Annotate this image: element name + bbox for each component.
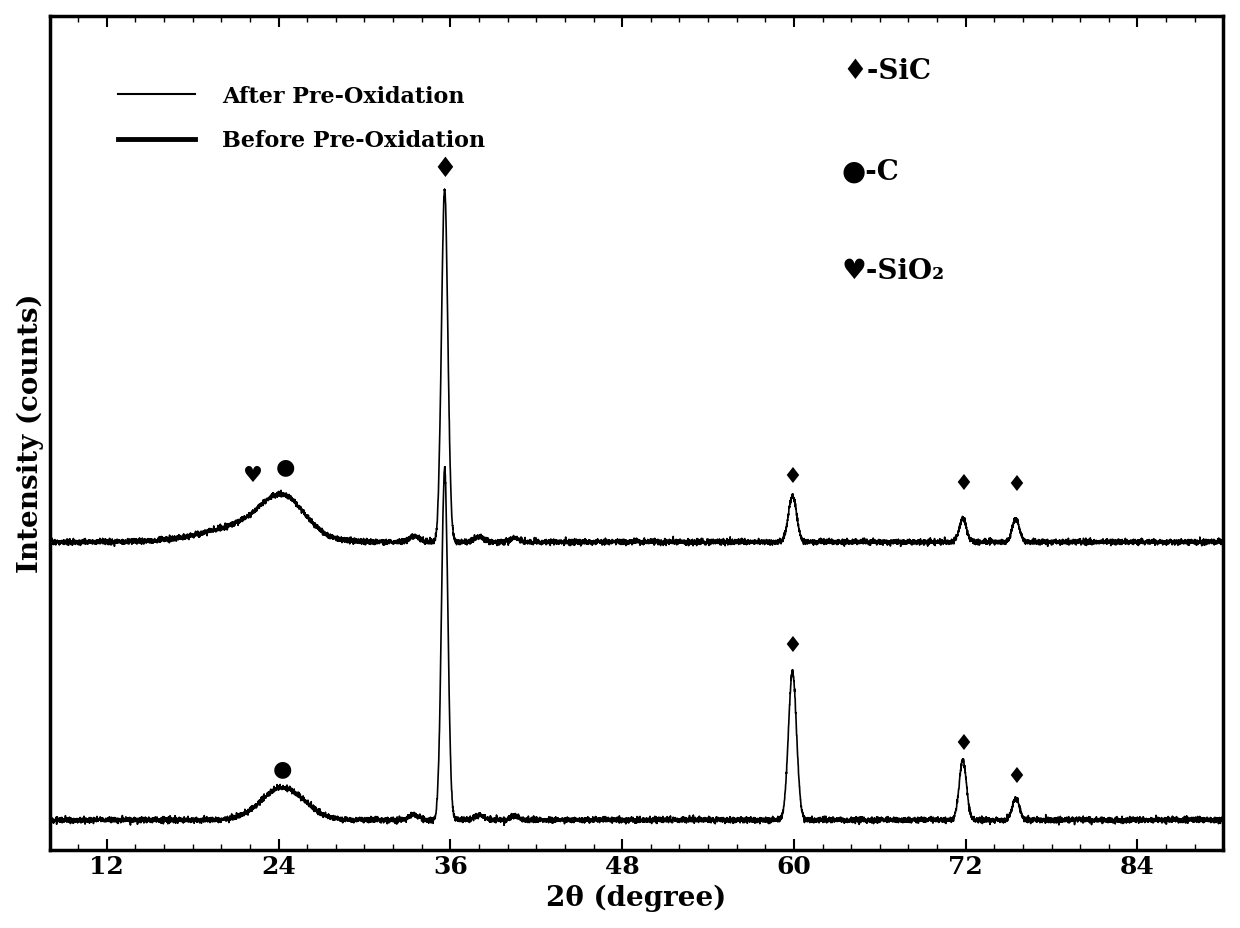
Text: ♦: ♦ <box>952 732 973 754</box>
Text: ♦: ♦ <box>782 466 802 488</box>
Text: ♦: ♦ <box>1006 473 1025 496</box>
Text: ♦: ♦ <box>952 472 973 495</box>
Text: ♦: ♦ <box>782 634 802 656</box>
X-axis label: 2θ (degree): 2θ (degree) <box>547 884 727 911</box>
Text: ●-C: ●-C <box>842 159 899 186</box>
Text: ♦: ♦ <box>433 156 458 183</box>
Text: ♦-SiC: ♦-SiC <box>842 58 931 85</box>
Text: ●: ● <box>273 757 293 780</box>
Text: ♦: ♦ <box>1006 766 1025 788</box>
Text: ●: ● <box>277 456 295 478</box>
Y-axis label: Intensity (counts): Intensity (counts) <box>16 293 45 573</box>
Legend: After Pre-Oxidation, Before Pre-Oxidation: After Pre-Oxidation, Before Pre-Oxidatio… <box>84 53 518 186</box>
Text: ♥: ♥ <box>243 465 263 487</box>
Text: ♥-SiO₂: ♥-SiO₂ <box>842 258 945 285</box>
